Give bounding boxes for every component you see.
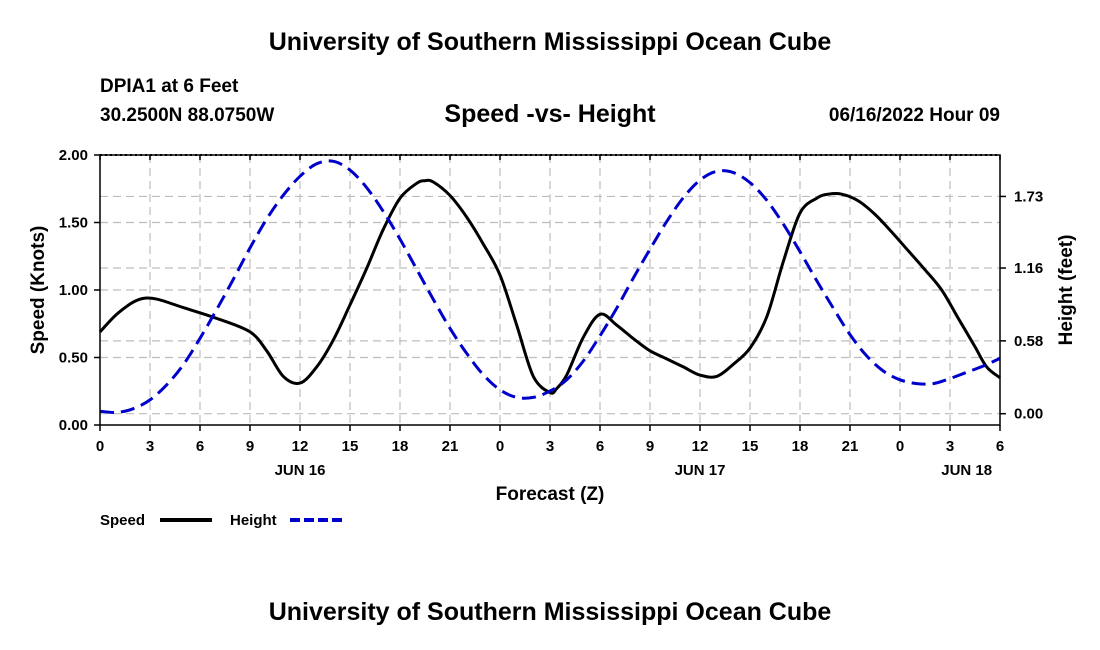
series-layer (98, 159, 1001, 414)
height-series-line (99, 159, 1001, 414)
x-tick-label: 18 (392, 438, 409, 455)
legend: Speed Height (100, 512, 342, 529)
x-tick-label: 6 (996, 438, 1004, 455)
x-tick-label: 15 (742, 438, 759, 455)
y-tick-label: 0.00 (59, 417, 88, 434)
date-label: JUN 16 (275, 462, 326, 479)
station-coordinates: 30.2500N 88.0750W (100, 105, 275, 126)
y-axis-right: 0.00 0.58 1.16 1.73 (1000, 188, 1043, 423)
footer-title: University of Southern Mississippi Ocean… (268, 598, 832, 626)
x-tick-label: 18 (792, 438, 809, 455)
legend-height-label: Height (230, 512, 277, 529)
y-tick-label: 1.00 (59, 282, 88, 299)
x-tick-label: 6 (596, 438, 604, 455)
y2-tick-label: 1.73 (1014, 188, 1043, 205)
x-tick-label: 21 (442, 438, 459, 455)
x-tick-label: 0 (496, 438, 504, 455)
x-tick-label: 15 (342, 438, 359, 455)
y2-tick-label: 0.00 (1014, 406, 1043, 423)
x-tick-label: 3 (546, 438, 554, 455)
y-tick-label: 0.50 (59, 350, 88, 367)
y2-axis-title: Height (feet) (1056, 235, 1077, 346)
x-axis: 0 3 6 9 12 15 18 21 0 3 6 9 12 15 18 21 0 3 6 JUN 16 JUN 17 J… (96, 155, 1004, 479)
x-tick-label: 9 (646, 438, 654, 455)
x-tick-label: 3 (146, 438, 154, 455)
x-tick-label: 3 (946, 438, 954, 455)
y-tick-label: 1.50 (59, 215, 88, 232)
x-tick-label: 12 (692, 438, 709, 455)
main-title: University of Southern Mississippi Ocean… (268, 28, 832, 56)
station-label: DPIA1 at 6 Feet (100, 76, 239, 97)
y-tick-label: 2.00 (59, 147, 88, 164)
y-axis-title: Speed (Knots) (28, 226, 49, 355)
forecast-datetime: 06/16/2022 Hour 09 (828, 105, 1000, 126)
x-axis-title: Forecast (Z) (496, 484, 605, 505)
y2-tick-label: 0.58 (1014, 333, 1043, 350)
legend-speed-label: Speed (100, 512, 145, 529)
date-label: JUN 17 (675, 462, 726, 479)
x-tick-label: 6 (196, 438, 204, 455)
grid (100, 155, 1000, 425)
y2-tick-label: 1.16 (1014, 260, 1043, 277)
x-tick-label: 0 (896, 438, 904, 455)
y-axis-left: 0.00 0.50 1.00 1.50 2.00 (59, 147, 100, 434)
date-label: JUN 18 (941, 462, 992, 479)
x-tick-label: 21 (842, 438, 859, 455)
chart-title: Speed -vs- Height (444, 100, 656, 128)
x-tick-label: 12 (292, 438, 309, 455)
x-tick-label: 0 (96, 438, 104, 455)
x-tick-label: 9 (246, 438, 254, 455)
